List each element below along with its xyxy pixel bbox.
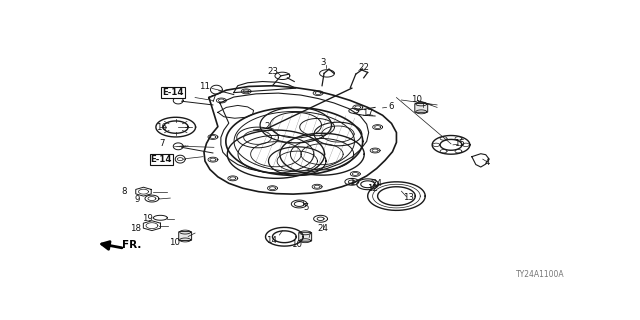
Text: TY24A1100A: TY24A1100A — [516, 270, 565, 279]
Text: 18: 18 — [130, 224, 141, 233]
Text: FR.: FR. — [122, 240, 141, 250]
Text: 13: 13 — [403, 193, 414, 202]
Text: E-14: E-14 — [163, 88, 184, 97]
Text: 10: 10 — [411, 95, 422, 105]
Text: 15: 15 — [454, 139, 465, 148]
Text: E-14: E-14 — [150, 155, 172, 164]
Text: 12: 12 — [367, 184, 378, 193]
Text: 6: 6 — [388, 102, 394, 111]
Text: 14: 14 — [266, 236, 277, 245]
Text: 8: 8 — [121, 187, 126, 196]
Text: 23: 23 — [267, 68, 278, 76]
FancyBboxPatch shape — [299, 232, 312, 241]
Text: 11: 11 — [200, 82, 211, 91]
Text: 17: 17 — [362, 108, 373, 117]
Text: 19: 19 — [142, 214, 153, 223]
Text: 21: 21 — [160, 154, 171, 163]
Text: 9: 9 — [135, 195, 140, 204]
Text: 24: 24 — [317, 224, 328, 233]
Text: 2: 2 — [265, 122, 270, 131]
Text: 7: 7 — [159, 139, 165, 148]
Text: 3: 3 — [320, 58, 326, 67]
Text: 4: 4 — [485, 157, 490, 167]
FancyBboxPatch shape — [179, 232, 191, 240]
Text: 5: 5 — [303, 204, 309, 212]
Text: 10: 10 — [169, 238, 180, 247]
Text: 16: 16 — [156, 123, 167, 132]
Text: 10: 10 — [291, 240, 301, 249]
Text: 24: 24 — [371, 179, 382, 188]
FancyBboxPatch shape — [415, 103, 428, 112]
Text: 1: 1 — [349, 178, 355, 187]
Text: 22: 22 — [358, 63, 369, 72]
Text: 7: 7 — [210, 95, 216, 104]
